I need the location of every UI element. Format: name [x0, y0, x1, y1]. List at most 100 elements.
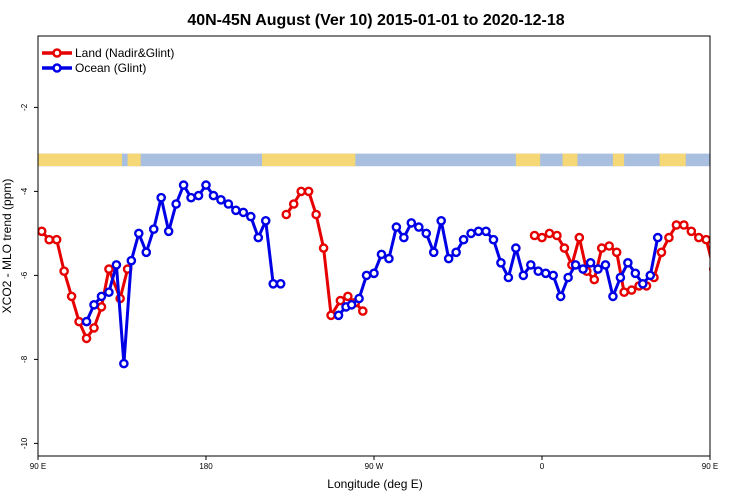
data-point-ocean	[630, 268, 641, 279]
data-point-land	[89, 323, 99, 333]
band-land-segment	[562, 153, 578, 167]
data-point-land	[694, 232, 704, 243]
data-point-ocean	[163, 226, 174, 237]
data-point-ocean	[600, 260, 611, 270]
data-point-ocean	[608, 291, 618, 302]
data-point-land	[357, 306, 368, 316]
data-point-ocean	[593, 264, 603, 274]
data-point-ocean	[652, 232, 663, 243]
band-land-segment	[38, 153, 122, 167]
data-point-ocean	[488, 234, 499, 245]
data-point-ocean	[253, 232, 264, 243]
data-point-ocean	[391, 222, 402, 232]
y-tick-label: -6	[20, 271, 29, 279]
x-tick-label: 90 W	[365, 462, 384, 471]
data-point-ocean	[436, 215, 447, 226]
data-point-ocean	[638, 278, 648, 289]
chart-title: 40N-45N August (Ver 10) 2015-01-01 to 20…	[187, 12, 564, 29]
y-axis: -2 -4 -6 -8 -10	[20, 103, 38, 449]
data-point-ocean	[406, 218, 417, 228]
data-point-ocean	[533, 266, 544, 277]
data-point-ocean	[223, 199, 234, 209]
data-point-land	[96, 302, 107, 312]
data-point-ocean	[201, 180, 211, 190]
data-point-land	[81, 333, 92, 344]
band-land-segment	[127, 153, 141, 167]
data-point-ocean	[148, 224, 159, 234]
data-point-ocean	[473, 226, 484, 237]
data-point-ocean	[111, 260, 122, 270]
band-land-segment	[262, 153, 356, 167]
data-point-ocean	[518, 270, 529, 281]
data-point-land	[718, 293, 725, 300]
data-point-ocean	[729, 318, 736, 325]
data-point-land	[671, 220, 682, 230]
data-point-ocean	[208, 190, 219, 201]
data-point-ocean	[744, 293, 750, 300]
data-point-ocean	[511, 243, 521, 253]
data-point-ocean	[570, 260, 581, 270]
data-point-land	[38, 226, 47, 237]
legend-label-land: Land (Nadir&Glint)	[75, 46, 174, 60]
x-tick-label: 90 E	[30, 462, 46, 471]
x-tick-label: 0	[540, 462, 545, 471]
data-point-land	[552, 230, 562, 241]
data-point-land	[281, 209, 292, 220]
y-tick-label: -10	[20, 437, 29, 449]
legend-swatch-land-marker	[52, 48, 62, 58]
data-point-land	[74, 316, 84, 327]
data-point-ocean	[260, 215, 271, 226]
data-point-ocean	[369, 268, 379, 279]
band-land-segment	[710, 154, 750, 167]
data-point-ocean	[354, 293, 364, 304]
data-point-land	[619, 287, 629, 298]
data-point-ocean	[104, 287, 114, 298]
data-point-land	[686, 226, 697, 237]
data-point-ocean	[268, 278, 279, 289]
legend-swatch-ocean-marker	[52, 63, 62, 73]
data-point-ocean	[156, 192, 166, 203]
data-point-ocean	[376, 249, 387, 260]
x-tick-label: 180	[199, 462, 213, 471]
data-point-land	[679, 220, 689, 230]
data-point-land	[51, 234, 62, 245]
legend: Land (Nadir&Glint) Ocean (Glint)	[42, 46, 174, 75]
data-point-ocean	[119, 358, 129, 369]
data-point-ocean	[466, 228, 476, 239]
data-point-land	[343, 291, 353, 302]
y-tick-label: -2	[20, 103, 29, 111]
data-point-ocean	[736, 301, 743, 308]
series-line-ocean	[732, 198, 750, 364]
data-point-ocean	[413, 222, 424, 232]
y-axis-title: XCO2 - MLO trend (ppm)	[0, 179, 14, 314]
data-point-ocean	[645, 270, 656, 281]
data-point-land	[740, 324, 747, 331]
data-point-land	[559, 243, 570, 253]
x-axis-title: Longitude (deg E)	[327, 477, 422, 491]
data-point-ocean	[540, 268, 551, 279]
data-point-land	[335, 295, 346, 306]
data-point-land	[66, 291, 77, 302]
data-point-ocean	[526, 260, 536, 270]
data-point-land	[537, 232, 547, 243]
data-point-land	[296, 186, 307, 197]
data-point-ocean	[563, 272, 573, 283]
data-point-land	[611, 247, 622, 258]
data-point-land	[626, 285, 637, 295]
data-point-ocean	[126, 255, 137, 266]
data-point-ocean	[178, 180, 189, 190]
data-point-land	[708, 266, 710, 273]
data-point-ocean	[555, 291, 566, 302]
data-point-land	[604, 241, 615, 251]
data-point-ocean	[81, 316, 92, 327]
data-point-ocean	[193, 190, 204, 201]
data-point-ocean	[548, 270, 559, 281]
data-point-ocean	[361, 270, 372, 281]
data-point-ocean	[578, 264, 588, 274]
data-point-ocean	[186, 192, 196, 203]
data-point-ocean	[275, 278, 286, 289]
data-point-land	[318, 243, 329, 253]
data-point-ocean	[503, 272, 514, 283]
data-point-ocean	[399, 232, 409, 243]
